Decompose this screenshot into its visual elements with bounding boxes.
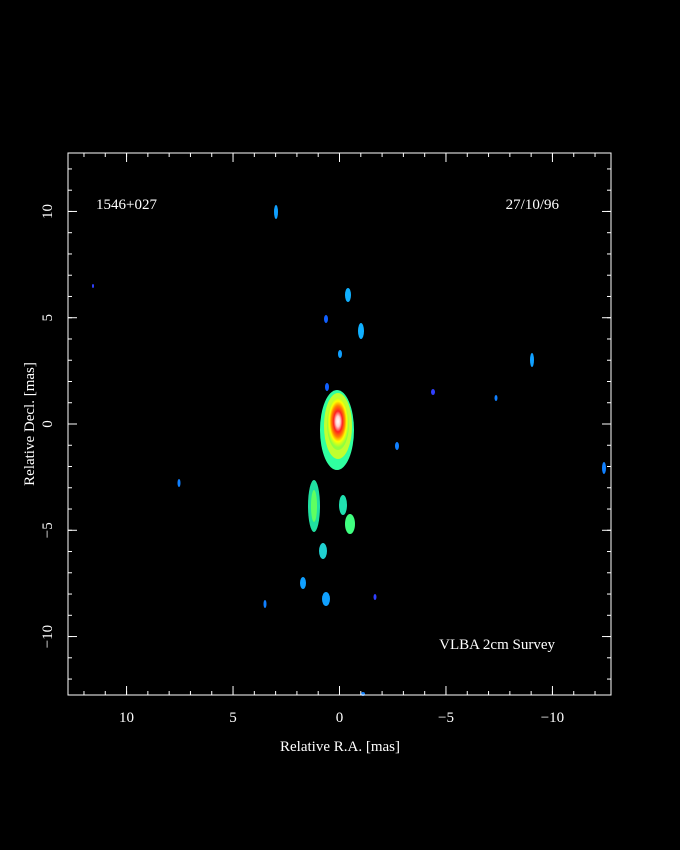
emission-map <box>92 205 606 696</box>
x-tick-label: −10 <box>541 710 564 726</box>
source-name: 1546+027 <box>96 197 157 213</box>
x-axis-label: Relative R.A. [mas] <box>280 739 400 755</box>
y-tick-label: 10 <box>40 204 56 219</box>
x-tick-label: 5 <box>229 710 237 726</box>
y-axis-label: Relative Decl. [mas] <box>22 362 38 486</box>
y-tick-label: 5 <box>40 314 56 322</box>
x-tick-label: 10 <box>119 710 134 726</box>
x-tick-label: 0 <box>336 710 344 726</box>
x-tick-label: −5 <box>438 710 454 726</box>
epoch: 27/10/96 <box>506 197 560 213</box>
y-tick-label: −5 <box>40 522 56 538</box>
y-tick-label: −10 <box>40 625 56 648</box>
y-tick-label: 0 <box>40 420 56 428</box>
survey-label: VLBA 2cm Survey <box>439 637 555 653</box>
